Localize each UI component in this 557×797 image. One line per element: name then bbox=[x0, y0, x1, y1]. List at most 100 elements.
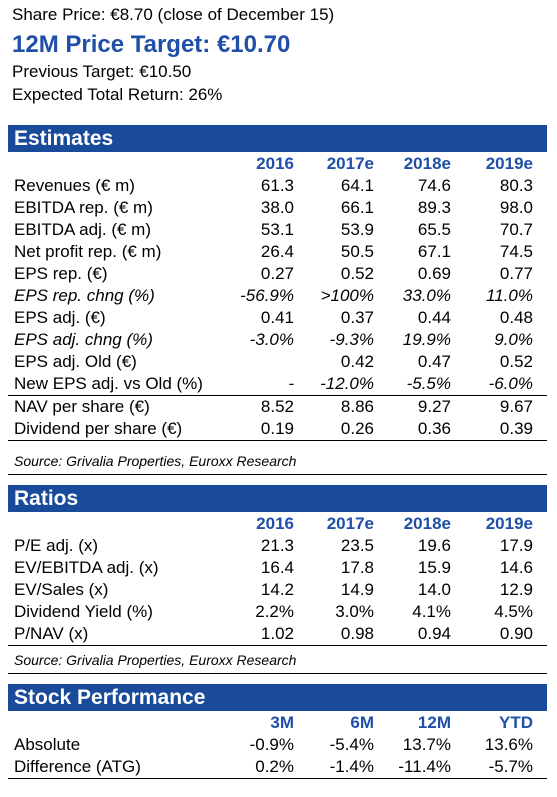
ratios-source-note: Source: Grivalia Properties, Euroxx Rese… bbox=[14, 652, 297, 668]
row-label: EV/Sales (x) bbox=[14, 580, 109, 599]
cell-value: 38.0 bbox=[260, 198, 294, 217]
row-label: EBITDA rep. (€ m) bbox=[14, 198, 153, 217]
cell-value: 98.0 bbox=[499, 198, 533, 217]
table-row: EBITDA rep. (€ m) 38.0 66.1 89.3 98.0 bbox=[8, 197, 547, 219]
table-row: EPS rep. (€) 0.27 0.52 0.69 0.77 bbox=[8, 263, 547, 285]
estimates-table: 2016 2017e 2018e 2019e Revenues (€ m) 61… bbox=[8, 153, 547, 441]
cell-value: 61.3 bbox=[260, 176, 294, 195]
performance-col-header: 6M bbox=[350, 713, 374, 732]
cell-value: 0.48 bbox=[499, 308, 533, 327]
row-label: Difference (ATG) bbox=[8, 756, 238, 779]
cell-value: 14.2 bbox=[260, 580, 294, 599]
table-row: EPS adj. chng (%) -3.0% -9.3% 19.9% 9.0% bbox=[8, 329, 547, 351]
table-row: EPS adj. Old (€) 0.42 0.47 0.52 bbox=[8, 351, 547, 373]
row-label: Absolute bbox=[14, 735, 81, 754]
cell-value: 19.6 bbox=[417, 536, 451, 555]
ratios-col-header: 2019e bbox=[485, 514, 533, 533]
row-label: Revenues (€ m) bbox=[14, 176, 135, 195]
table-row: P/E adj. (x) 21.3 23.5 19.6 17.9 bbox=[8, 535, 547, 557]
stock-performance-table: 3M 6M 12M YTD Absolute -0.9% -5.4% 13.7%… bbox=[8, 712, 547, 779]
divider bbox=[8, 474, 547, 475]
cell-value: -56.9% bbox=[240, 286, 294, 305]
cell-value: 14.6 bbox=[499, 558, 533, 577]
row-label: NAV per share (€) bbox=[8, 395, 238, 418]
expected-return-line: Expected Total Return: 26% bbox=[12, 85, 223, 104]
cell-value: 23.5 bbox=[340, 536, 374, 555]
cell-value: 0.19 bbox=[238, 418, 308, 441]
cell-value: 21.3 bbox=[260, 536, 294, 555]
cell-value: 0.41 bbox=[260, 308, 294, 327]
cell-value: 50.5 bbox=[340, 242, 374, 261]
row-label: EBITDA adj. (€ m) bbox=[14, 220, 151, 239]
table-row: EV/EBITDA adj. (x) 16.4 17.8 15.9 14.6 bbox=[8, 557, 547, 579]
stock-performance-header-row: 3M 6M 12M YTD bbox=[8, 712, 547, 734]
table-row: Revenues (€ m) 61.3 64.1 74.6 80.3 bbox=[8, 175, 547, 197]
row-label: EPS adj. Old (€) bbox=[14, 352, 137, 371]
cell-value: 0.36 bbox=[388, 418, 465, 441]
row-label: EV/EBITDA adj. (x) bbox=[14, 558, 159, 577]
cell-value: -6.0% bbox=[488, 374, 533, 393]
cell-value: 53.1 bbox=[260, 220, 294, 239]
cell-value: 19.9% bbox=[402, 330, 451, 349]
cell-value: 0.52 bbox=[499, 352, 533, 371]
cell-value: 0.69 bbox=[417, 264, 451, 283]
ratios-col-header: 2018e bbox=[403, 514, 451, 533]
cell-value: 70.7 bbox=[499, 220, 533, 239]
cell-value: 9.27 bbox=[388, 395, 465, 418]
estimates-source-note: Source: Grivalia Properties, Euroxx Rese… bbox=[14, 453, 297, 469]
cell-value: 64.1 bbox=[340, 176, 374, 195]
cell-value: -12.0% bbox=[320, 374, 374, 393]
cell-value: 8.52 bbox=[238, 395, 308, 418]
cell-value: 2.2% bbox=[255, 602, 294, 621]
cell-value: 67.1 bbox=[417, 242, 451, 261]
estimates-col-header: 2019e bbox=[485, 154, 533, 173]
table-row: Dividend per share (€) 0.19 0.26 0.36 0.… bbox=[8, 418, 547, 441]
cell-value: 13.6% bbox=[484, 735, 533, 754]
ratios-header-row: 2016 2017e 2018e 2019e bbox=[8, 513, 547, 535]
table-row: EBITDA adj. (€ m) 53.1 53.9 65.5 70.7 bbox=[8, 219, 547, 241]
row-label: P/E adj. (x) bbox=[14, 536, 99, 555]
previous-target-line: Previous Target: €10.50 bbox=[12, 62, 192, 81]
ratios-table: 2016 2017e 2018e 2019e P/E adj. (x) 21.3… bbox=[8, 513, 547, 646]
cell-value: -5.5% bbox=[406, 374, 451, 393]
row-label: Dividend per share (€) bbox=[8, 418, 238, 441]
cell-value: 74.5 bbox=[499, 242, 533, 261]
row-label: EPS rep. (€) bbox=[14, 264, 108, 283]
share-price-line: Share Price: €8.70 (close of December 15… bbox=[12, 5, 335, 24]
cell-value: 0.26 bbox=[308, 418, 388, 441]
cell-value: >100% bbox=[320, 286, 374, 305]
table-row: EPS rep. chng (%) -56.9% >100% 33.0% 11.… bbox=[8, 285, 547, 307]
divider bbox=[8, 673, 547, 674]
cell-value: 0.98 bbox=[308, 623, 388, 646]
cell-value: 66.1 bbox=[340, 198, 374, 217]
cell-value: 0.44 bbox=[417, 308, 451, 327]
cell-value: -9.3% bbox=[329, 330, 374, 349]
cell-value: 1.02 bbox=[238, 623, 308, 646]
table-row: EV/Sales (x) 14.2 14.9 14.0 12.9 bbox=[8, 579, 547, 601]
cell-value: 53.9 bbox=[340, 220, 374, 239]
row-label: New EPS adj. vs Old (%) bbox=[14, 374, 203, 393]
table-row: Net profit rep. (€ m) 26.4 50.5 67.1 74.… bbox=[8, 241, 547, 263]
performance-col-header: 3M bbox=[270, 713, 294, 732]
table-row: New EPS adj. vs Old (%) - -12.0% -5.5% -… bbox=[8, 373, 547, 396]
table-row: P/NAV (x) 1.02 0.98 0.94 0.90 bbox=[8, 623, 547, 646]
table-row: Difference (ATG) 0.2% -1.4% -11.4% -5.7% bbox=[8, 756, 547, 779]
cell-value: 14.0 bbox=[417, 580, 451, 599]
performance-col-header: 12M bbox=[417, 713, 451, 732]
cell-value: 8.86 bbox=[308, 395, 388, 418]
cell-value: 89.3 bbox=[417, 198, 451, 217]
table-row: NAV per share (€) 8.52 8.86 9.27 9.67 bbox=[8, 395, 547, 418]
estimates-section-bar: Estimates bbox=[8, 125, 547, 152]
cell-value: -11.4% bbox=[388, 756, 465, 779]
cell-value: 12.9 bbox=[499, 580, 533, 599]
cell-value: -1.4% bbox=[308, 756, 388, 779]
estimates-col-header: 2016 bbox=[256, 154, 294, 173]
estimates-col-header: 2018e bbox=[403, 154, 451, 173]
cell-value: 26.4 bbox=[260, 242, 294, 261]
cell-value: 17.9 bbox=[499, 536, 533, 555]
cell-value: 4.1% bbox=[412, 602, 451, 621]
row-label: EPS adj. chng (%) bbox=[14, 330, 153, 349]
cell-value: -5.4% bbox=[329, 735, 374, 754]
row-label: P/NAV (x) bbox=[8, 623, 238, 646]
ratios-col-header: 2016 bbox=[256, 514, 294, 533]
